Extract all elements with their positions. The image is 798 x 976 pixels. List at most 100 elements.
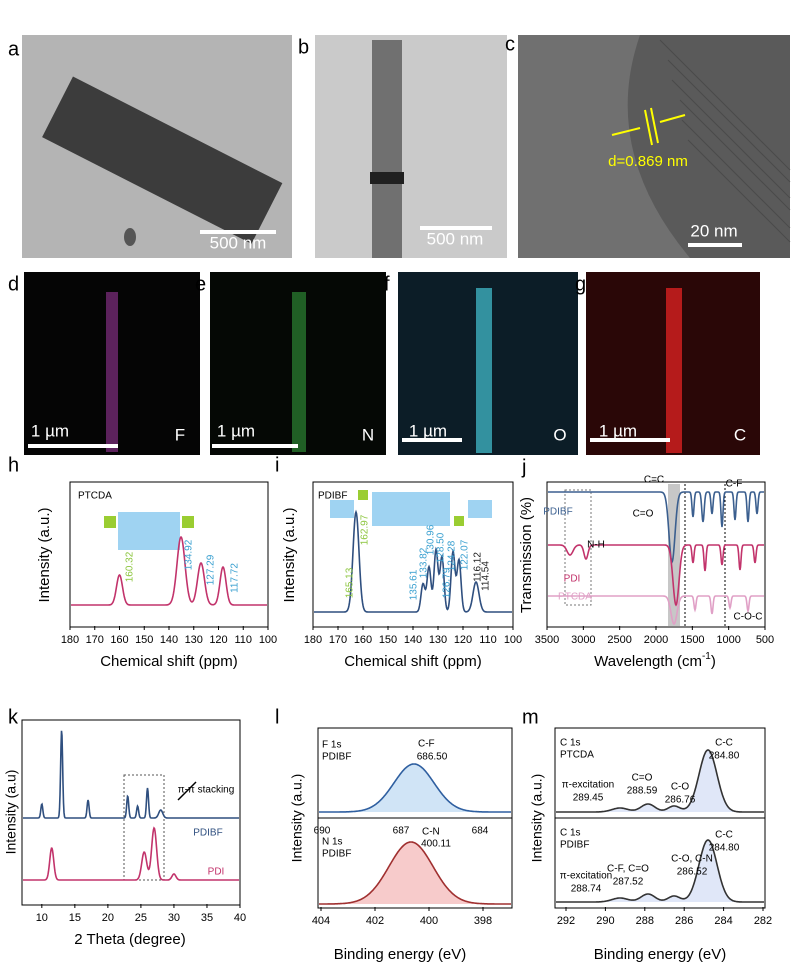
panel-letter: e xyxy=(195,273,206,295)
x-tick-label: 2500 xyxy=(607,634,631,646)
molecule-group xyxy=(182,516,194,528)
panel-letter: c xyxy=(505,33,515,55)
x-tick-label: 180 xyxy=(304,634,322,646)
x-axis-label-part: ) xyxy=(711,653,716,670)
peak-label: 286.52 xyxy=(677,867,708,878)
xps-curve-fill xyxy=(319,764,511,812)
ir-curve xyxy=(548,595,764,626)
scale-label: 20 nm xyxy=(690,221,737,240)
spacing-marker xyxy=(611,107,686,146)
molecule-group xyxy=(104,516,116,528)
series-label: PDI xyxy=(208,867,225,878)
y-axis-label: Intensity (a.u) xyxy=(3,770,19,855)
y-axis-label: Intensity (a.u.) xyxy=(281,507,298,602)
panel-letter: k xyxy=(8,706,19,728)
molecule-group xyxy=(358,490,368,500)
peak-label: 284.80 xyxy=(709,751,740,762)
x-tick-label: 10 xyxy=(36,912,48,924)
peak-label: 133.82 xyxy=(419,547,430,578)
annotation: C-O-C xyxy=(734,612,763,623)
xps-curve-fill xyxy=(556,840,764,902)
panel-letter: j xyxy=(521,456,526,478)
annotation: N-H xyxy=(587,540,605,551)
x-tick-label: 140 xyxy=(404,634,422,646)
x-tick-label: 400 xyxy=(420,915,438,927)
annotation: π-π stacking xyxy=(178,785,235,796)
xps-curve-fill xyxy=(556,750,764,812)
rod xyxy=(372,40,402,258)
peak-label: 160.32 xyxy=(125,551,136,582)
peak-label: 126.79 xyxy=(442,567,453,598)
x-tick-label: 130 xyxy=(429,634,447,646)
peak-label: C-O xyxy=(671,782,690,793)
y-axis-label: Transmission (%) xyxy=(518,497,535,613)
sample-label: PDIBF xyxy=(322,849,351,860)
annotation: C-F xyxy=(726,479,743,490)
series-label: PTCDA xyxy=(558,592,592,603)
peak-label: 165.13 xyxy=(345,567,356,598)
eds-strip xyxy=(476,288,492,453)
sample-label: PTCDA xyxy=(560,750,594,761)
xps-curve-fill xyxy=(319,842,511,904)
x-axis-label-part: Wavelength (cm xyxy=(594,653,702,670)
xps-curve xyxy=(556,839,764,903)
y-axis-label: Intensity (a.u.) xyxy=(289,774,305,863)
panel-letter: m xyxy=(522,706,539,728)
annotation: C=C xyxy=(644,475,664,486)
sample-label: PDIBF xyxy=(318,491,347,502)
panel-title: C 1s xyxy=(560,738,581,749)
band xyxy=(370,172,404,184)
scale-label: 1 µm xyxy=(217,421,255,440)
x-tick-label: 170 xyxy=(329,634,347,646)
element-label: C xyxy=(734,425,746,444)
series-label: PDIBF xyxy=(193,828,222,839)
x-tick-label: 150 xyxy=(379,634,397,646)
series-label: PDIBF xyxy=(543,507,572,518)
x-tick-label: 100 xyxy=(259,634,277,646)
peak-label: 117.72 xyxy=(230,563,241,593)
x-axis-label: Binding energy (eV) xyxy=(334,946,467,963)
x-axis-label: Wavelength (cm-1) xyxy=(594,651,716,670)
annotation: C=O xyxy=(633,509,654,520)
x-axis-label: Chemical shift (ppm) xyxy=(100,653,238,670)
x-tick-label: 110 xyxy=(234,634,252,646)
lattice-fringes xyxy=(659,39,791,243)
molecule-group xyxy=(454,516,464,526)
molecule-core xyxy=(372,492,450,526)
x-tick-label: 160 xyxy=(110,634,128,646)
peak-label: 286.76 xyxy=(665,795,696,806)
peak-label: 130.96 xyxy=(426,524,437,555)
x-tick-label: 110 xyxy=(479,634,497,646)
x-tick-label: 1000 xyxy=(716,634,740,646)
eds-strip xyxy=(666,288,682,453)
x-tick-label: 684 xyxy=(472,826,489,837)
peak-label: 288.74 xyxy=(571,884,602,895)
panel-title: N 1s xyxy=(322,837,343,848)
x-tick-label: 404 xyxy=(312,915,330,927)
arrow xyxy=(177,781,197,801)
x-axis-label: 2 Theta (degree) xyxy=(74,931,185,948)
panel-letter: a xyxy=(8,38,20,60)
molecule-ring xyxy=(330,500,354,518)
scale-label: 500 nm xyxy=(427,229,484,248)
panel-title: F 1s xyxy=(322,740,341,751)
panel-letter: h xyxy=(8,454,19,476)
x-tick-label: 130 xyxy=(185,634,203,646)
x-tick-label: 690 xyxy=(314,826,331,837)
peak-label: 289.45 xyxy=(573,793,604,804)
peak-label: 284.80 xyxy=(709,843,740,854)
xrd-curve xyxy=(23,826,239,881)
x-tick-label: 140 xyxy=(160,634,178,646)
x-axis-label-part: -1 xyxy=(702,651,711,662)
molecule-core xyxy=(118,512,180,550)
scale-label: 500 nm xyxy=(210,233,267,252)
peak-label: C-N xyxy=(422,827,440,838)
peak-label: C-C xyxy=(715,830,733,841)
rod xyxy=(42,76,283,244)
spectrum-curve xyxy=(314,509,512,613)
xps-curve xyxy=(556,749,764,813)
x-tick-label: 160 xyxy=(354,634,372,646)
x-tick-label: 282 xyxy=(754,915,772,927)
peak-label: 114.54 xyxy=(481,561,492,591)
